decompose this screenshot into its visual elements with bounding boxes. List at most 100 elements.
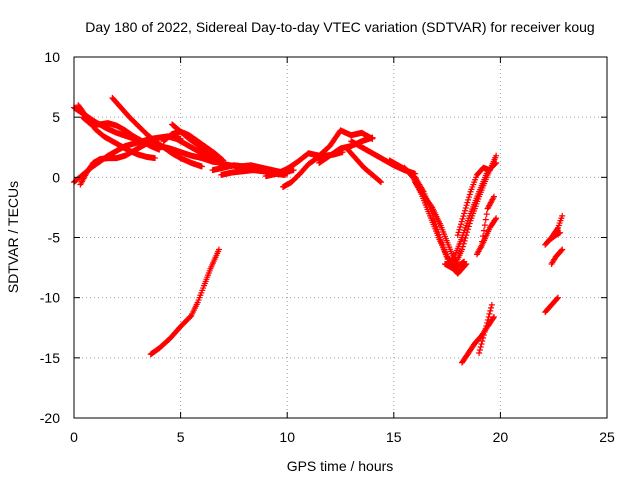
data-point [378,179,385,186]
series-arc-6 [77,133,184,188]
x-tick-label: 25 [599,429,615,445]
data-point [459,246,466,253]
data-point [492,216,499,223]
y-tick-label: -10 [40,290,60,306]
data-point [461,207,468,214]
data-point [156,146,163,153]
series-arc-4 [109,94,205,170]
data-point [177,135,184,142]
series-arc-23 [473,215,500,258]
data-point [465,196,472,203]
data-point [484,319,491,326]
data-point [463,202,470,209]
data-point [481,222,488,229]
data-point [465,194,472,201]
data-point [477,344,484,351]
series-arc-25 [147,246,222,358]
series-arc-13 [279,149,346,190]
chart-title: Day 180 of 2022, Sidereal Day-to-day VTE… [85,19,594,35]
data-point [487,307,494,314]
data-point [481,328,488,335]
data-point [557,229,564,236]
data-point [488,304,495,311]
series-arc-12 [262,127,376,180]
data-point [462,205,469,212]
data-point [554,226,561,233]
y-tick-label: -20 [40,410,60,426]
series-arc-27 [476,301,495,357]
data-point [559,246,566,253]
x-tick-label: 0 [70,429,78,445]
data-point [377,178,384,185]
y-tick-label: 5 [52,109,60,125]
data-point [461,258,468,265]
series-arc-22 [454,164,493,239]
data-point [482,325,489,332]
data-point [554,295,561,302]
data-point [460,213,467,220]
x-tick-label: 15 [386,429,402,445]
data-point [454,232,461,239]
data-point [558,247,565,254]
data-point [457,221,464,228]
data-point [459,215,466,222]
data-point [490,315,497,322]
data-point [461,210,468,217]
data-point [488,301,495,308]
data-point [483,211,490,218]
data-point [493,215,500,222]
y-axis-label: SDTVAR / TECUs [5,181,21,293]
x-axis-label: GPS time / hours [287,458,394,474]
grid-lines [74,57,607,418]
data-point [480,227,487,234]
data-point [215,246,222,253]
series-arc-15 [343,145,385,186]
data-point [492,160,499,167]
data-point [152,155,159,162]
data-point [493,159,500,166]
data-point [290,167,297,174]
data-point [486,167,493,174]
data-point [493,152,500,159]
data-point [554,294,561,301]
data-point [428,203,435,210]
data-point [478,340,485,347]
data-point [464,199,471,206]
data-point [479,337,486,344]
data-point [482,216,489,223]
x-tick-label: 10 [279,429,295,445]
data-point [476,347,483,354]
data-point [461,237,468,244]
data-point [457,223,464,230]
data-point [476,350,483,357]
data-point [460,259,467,266]
data-point [559,212,566,219]
data-point [455,229,462,236]
data-point [480,331,487,338]
series-arc-24 [478,193,498,251]
data-point [198,163,205,170]
series-arc-28 [542,212,566,248]
data-point [480,233,487,240]
series-arc-11 [218,167,289,178]
x-tick-label: 5 [177,429,185,445]
x-tick-label: 20 [493,429,509,445]
series-arc-29 [548,246,566,267]
data-point [486,310,493,317]
data-point [478,244,485,251]
data-point [479,238,486,245]
data-point [491,313,498,320]
data-point [369,134,376,141]
series-arc-8 [169,121,227,169]
y-tick-label: -5 [48,230,61,246]
data-markers [71,94,566,366]
data-point [483,322,490,329]
series-arc-31 [542,294,561,316]
data-point [480,334,487,341]
data-point [456,226,463,233]
data-point [466,191,473,198]
series-arc-30 [546,229,564,243]
y-tick-label: 10 [44,49,60,65]
data-point [458,218,465,225]
